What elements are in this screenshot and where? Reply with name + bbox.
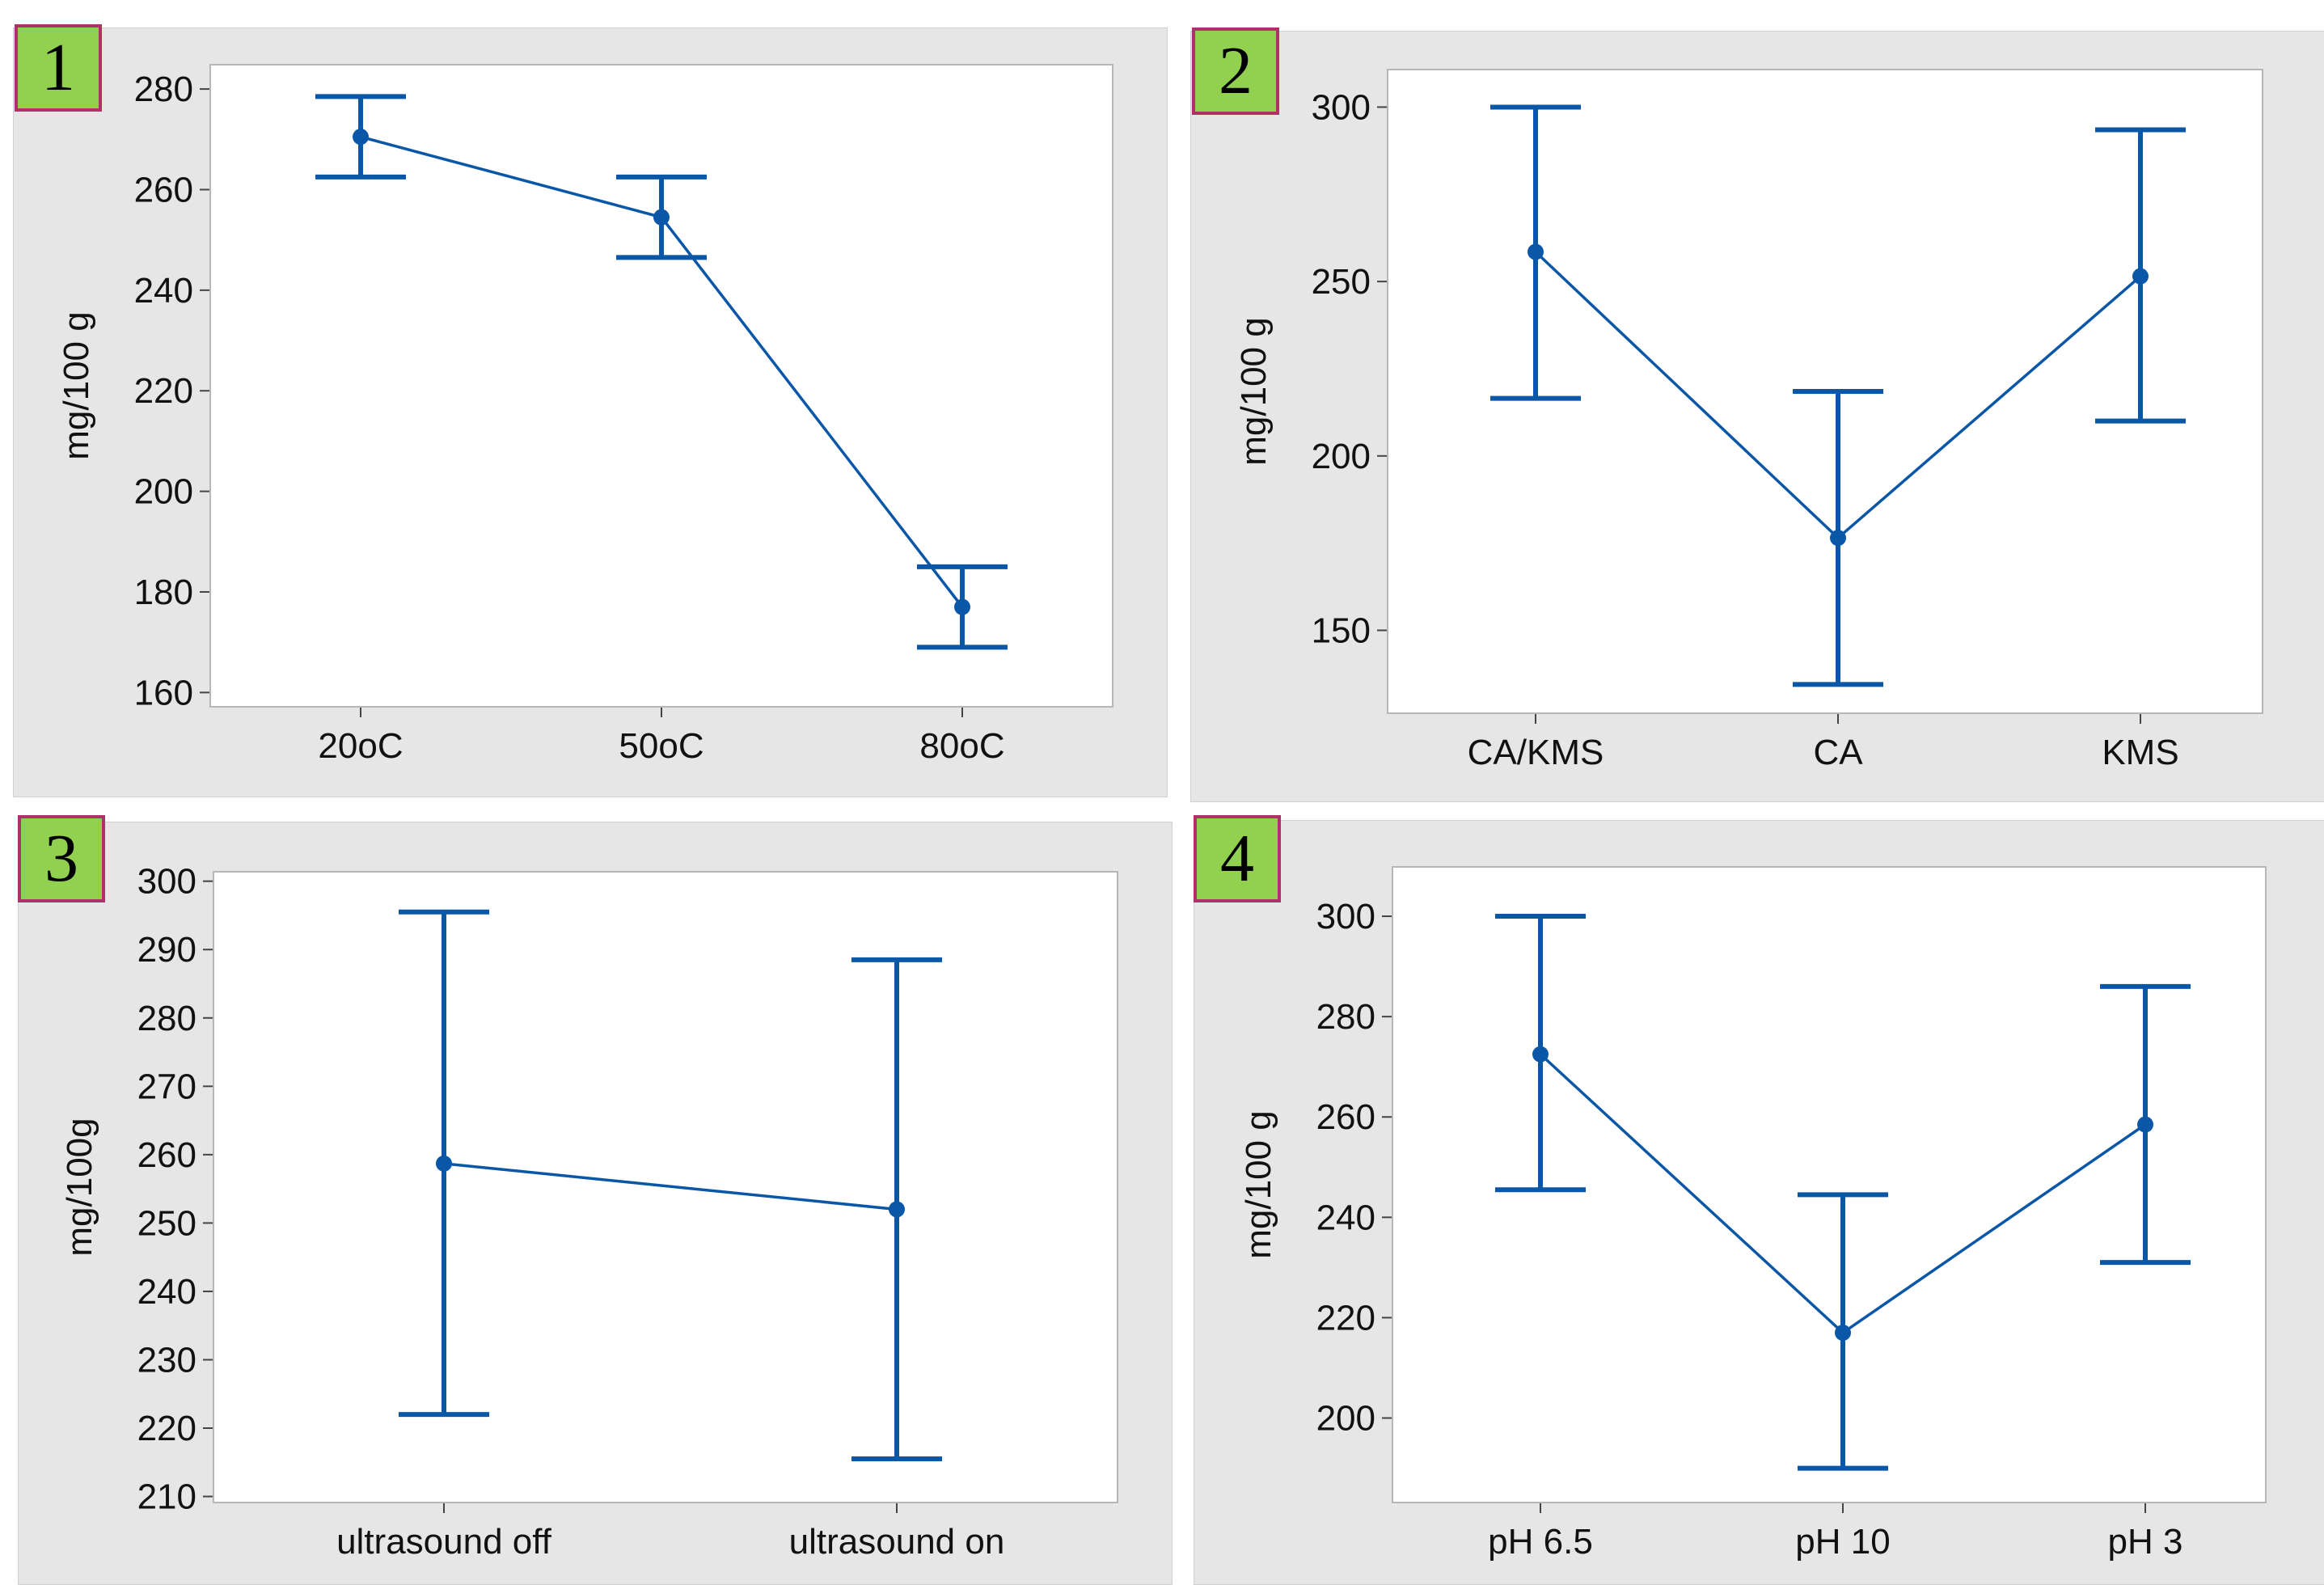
x-tick-label: CA/KMS (1468, 733, 1604, 772)
data-point (436, 1155, 452, 1172)
y-axis-label: mg/100g (60, 1118, 99, 1256)
y-tick-label: 230 (137, 1340, 196, 1380)
panel-number-badge: 1 (15, 24, 102, 112)
y-tick-label: 240 (137, 1272, 196, 1312)
x-tick-label: ultrasound off (336, 1522, 552, 1562)
x-tick-label: ultrasound on (789, 1522, 1005, 1562)
x-tick-label: KMS (2102, 733, 2178, 772)
chart-panel-2: 150 200 250 300 CA/KMS CA KMS mg/100 g (1190, 31, 2324, 802)
x-tick-label: 20oC (318, 726, 403, 766)
x-tick-label: pH 3 (2108, 1522, 2183, 1562)
y-tick-label: 300 (1312, 87, 1371, 127)
data-point (2137, 1116, 2153, 1133)
y-tick-label: 270 (137, 1067, 196, 1106)
y-axis-label: mg/100 g (1239, 1110, 1278, 1258)
data-point (889, 1201, 905, 1218)
y-tick-label: 280 (137, 999, 196, 1038)
y-tick-label: 280 (134, 70, 193, 109)
x-tick-label: 80oC (919, 726, 1004, 766)
chart-svg: 150 200 250 300 CA/KMS CA KMS mg/100 g (1234, 87, 2186, 772)
data-point (2132, 268, 2149, 285)
data-point (353, 129, 369, 146)
y-tick-label: 300 (1316, 897, 1375, 936)
y-tick-label: 260 (137, 1135, 196, 1175)
y-tick-label: 150 (1312, 611, 1371, 650)
y-tick-label: 260 (134, 170, 193, 209)
panel-number-badge: 4 (1194, 815, 1281, 902)
chart-svg: 200 220 240 260 280 300 pH 6.5 pH 10 pH 3 mg/100 … (1239, 897, 2191, 1562)
y-tick-label: 180 (134, 573, 193, 612)
data-point (954, 598, 970, 615)
y-tick-label: 240 (134, 271, 193, 311)
panel-number-badge: 3 (18, 815, 105, 902)
y-tick-label: 200 (134, 472, 193, 512)
chart-svg: 160 180 200 220 240 260 280 20oC 50oC 80oC mg/100 … (57, 70, 1008, 766)
y-tick-label: 260 (1316, 1097, 1375, 1137)
x-tick-label: 50oC (619, 726, 704, 766)
chart-panel-1: 160 180 200 220 240 260 280 20oC 50oC 80oC mg/100 … (13, 27, 1168, 797)
y-tick-label: 160 (134, 673, 193, 712)
y-tick-label: 240 (1316, 1198, 1375, 1237)
x-tick-label: pH 10 (1795, 1522, 1890, 1562)
y-tick-label: 280 (1316, 997, 1375, 1037)
y-tick-label: 210 (137, 1477, 196, 1517)
data-point (1830, 530, 1846, 547)
plot-area (1392, 866, 2267, 1503)
x-tick-label: pH 6.5 (1488, 1522, 1593, 1562)
y-tick-label: 290 (137, 930, 196, 970)
y-tick-label: 300 (137, 862, 196, 902)
data-point (1532, 1046, 1549, 1063)
y-tick-label: 200 (1312, 437, 1371, 476)
chart-panel-4: 200 220 240 260 280 300 pH 6.5 pH 10 pH 3 mg/100 … (1194, 820, 2324, 1585)
chart-svg: 210 220 230 240 250 260 270 280 290 300 ultrasound… (60, 862, 1005, 1562)
y-tick-label: 200 (1316, 1399, 1375, 1439)
data-point (1835, 1325, 1851, 1342)
y-tick-label: 250 (137, 1203, 196, 1243)
panel-number-badge: 2 (1192, 27, 1279, 115)
series-line (443, 1162, 898, 1211)
y-tick-label: 220 (1316, 1298, 1375, 1338)
x-tick-label: CA (1813, 733, 1863, 772)
y-axis-label: mg/100 g (57, 311, 96, 459)
y-tick-label: 250 (1312, 262, 1371, 302)
chart-panel-3: 210 220 230 240 250 260 270 280 290 300 ultrasound… (18, 822, 1173, 1585)
y-tick-label: 220 (137, 1409, 196, 1448)
y-axis-label: mg/100 g (1234, 317, 1274, 465)
y-tick-label: 220 (134, 371, 193, 411)
data-point (653, 209, 670, 226)
data-point (1528, 243, 1544, 260)
